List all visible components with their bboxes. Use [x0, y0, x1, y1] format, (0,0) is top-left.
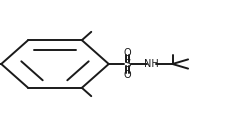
- Text: O: O: [124, 70, 131, 80]
- Text: S: S: [124, 59, 131, 69]
- Text: O: O: [124, 48, 131, 58]
- Text: NH: NH: [144, 59, 159, 69]
